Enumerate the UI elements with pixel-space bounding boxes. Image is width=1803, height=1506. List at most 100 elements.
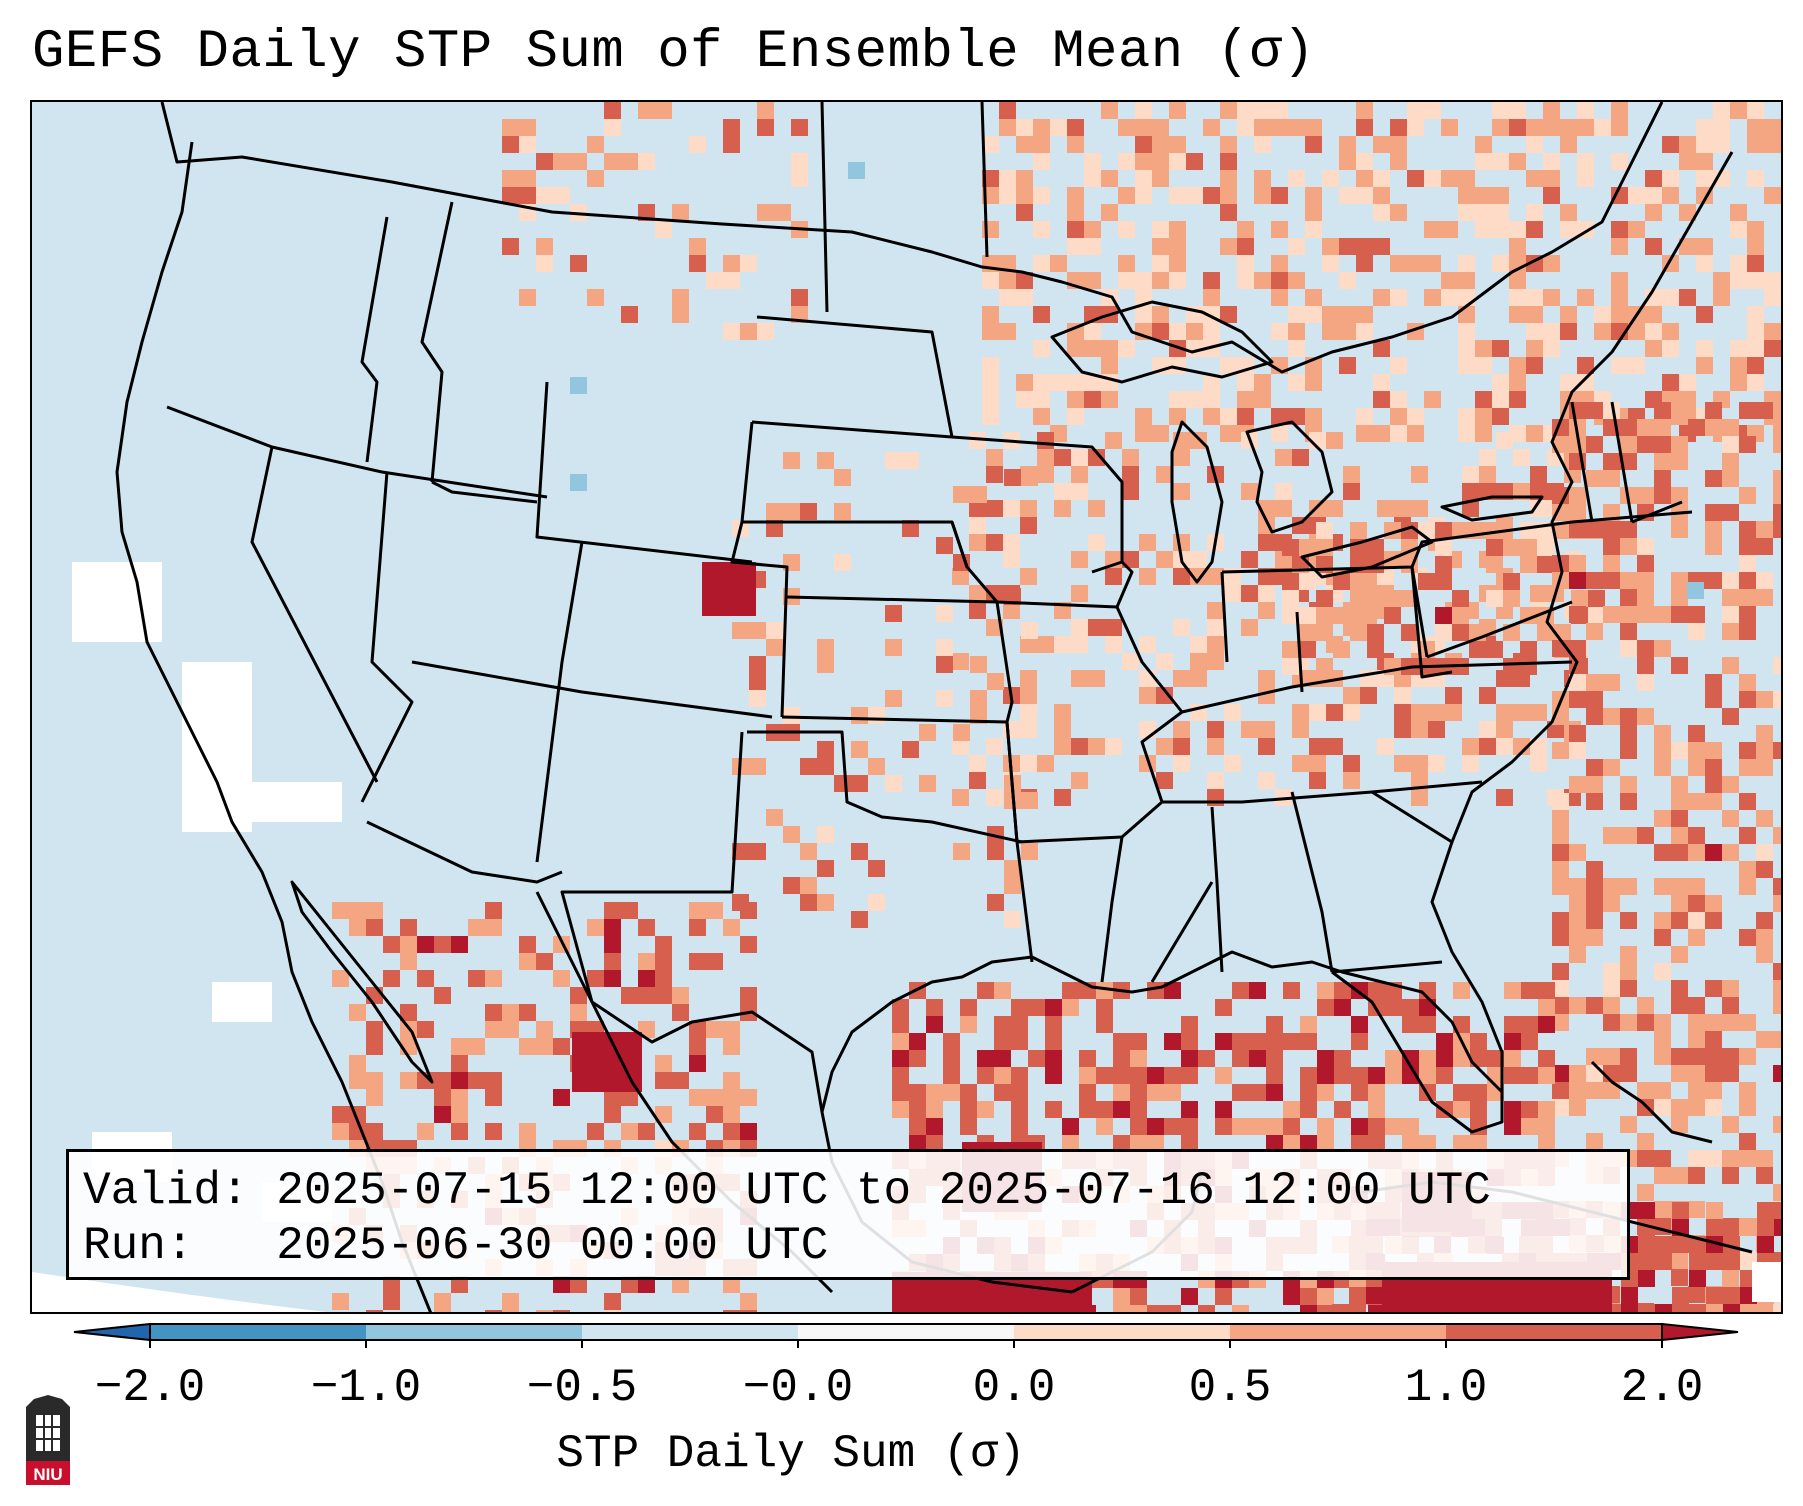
anomaly-cell [1756,1150,1773,1167]
map-panel[interactable] [30,100,1783,1314]
anomaly-cell [817,639,834,656]
anomaly-cell [1275,449,1292,466]
anomaly-cell [982,323,999,340]
anomaly-cell [1520,641,1537,658]
anomaly-cell [1271,289,1288,306]
anomaly-cell [1254,119,1271,136]
anomaly-cell [1135,306,1152,323]
anomaly-cell [1654,1082,1671,1099]
anomaly-cell [570,153,587,170]
anomaly-cell [1339,306,1356,323]
anomaly-cell [1705,742,1722,759]
anomaly-cell [1317,982,1334,999]
anomaly-cell [1084,323,1101,340]
anomaly-cell [1739,402,1756,419]
anomaly-cell [1419,1135,1436,1152]
anomaly-cell [1122,449,1139,466]
anomaly-cell [1215,999,1232,1016]
anomaly-cell [587,289,604,306]
anomaly-cell [1101,102,1118,119]
anomaly-cell [1603,606,1620,623]
anomaly-cell [1671,1167,1688,1184]
anomaly-cell [1173,755,1190,772]
anomaly-cell [1688,844,1705,861]
anomaly-cell [1509,238,1526,255]
anomaly-cell [783,826,800,843]
anomaly-cell [1774,1219,1781,1236]
anomaly-cell [1696,306,1713,323]
anomaly-cell [1373,289,1390,306]
anomaly-cell [994,1067,1011,1084]
anomaly-cell [366,1038,383,1055]
anomaly-cell [1356,306,1373,323]
anomaly-cell [1300,1288,1317,1305]
anomaly-cell [1356,187,1373,204]
anomaly-cell [926,999,943,1016]
anomaly-cell [519,187,536,204]
anomaly-cell [960,1101,977,1118]
anomaly-cell [1326,500,1343,517]
anomaly-cell [1604,1304,1621,1312]
anomaly-cell [1011,1067,1028,1084]
anomaly-cell [1169,391,1186,408]
anomaly-cell [1020,704,1037,721]
anomaly-cell [1011,999,1028,1016]
anomaly-cell [1620,827,1637,844]
colorbar-extend-low [73,1322,151,1342]
anomaly-cell [1122,653,1139,670]
anomaly-cell [1050,119,1067,136]
anomaly-cell [953,486,970,503]
anomaly-cell [1215,1067,1232,1084]
anomaly-cell [400,936,417,953]
florida [1331,970,1504,1134]
anomaly-cell [969,602,986,619]
anomaly-cell [1458,340,1475,357]
anomaly-cell [1739,555,1756,572]
anomaly-cell [1722,1167,1739,1184]
anomaly-cell [1747,238,1764,255]
anomaly-cell [1654,1031,1671,1048]
anomaly-cell [1637,1014,1654,1031]
anomaly-cell [1603,997,1620,1014]
anomaly-cell [1496,738,1513,755]
anomaly-cell [1390,204,1407,221]
anomaly-cell [1637,436,1654,453]
anomaly-cell [766,809,783,826]
anomaly-cell [1045,1016,1062,1033]
anomaly-cell [834,775,851,792]
anomaly-cell [1428,721,1445,738]
anomaly-cell [1113,1288,1130,1305]
anomaly-cell [1326,704,1343,721]
anomaly-cell [1521,982,1538,999]
anomaly-cell [1292,704,1309,721]
anomaly-cell [1254,102,1271,119]
anomaly-cell [1288,323,1305,340]
anomaly-cell [349,1004,366,1021]
lake-ontario [1440,495,1544,522]
anomaly-cell [1135,425,1152,442]
anomaly-cell [1105,619,1122,636]
anomaly-cell [1021,469,1038,486]
anomaly-cell [1773,980,1781,997]
anomaly-cell [1679,136,1696,153]
anomaly-cell [1271,323,1288,340]
anomaly-cell [1577,374,1594,391]
anomaly-cell [1118,340,1135,357]
anomaly-cell [1486,556,1503,573]
anomaly-cell [1603,504,1620,521]
anomaly-cell [1368,1101,1385,1118]
anomaly-cell [1705,1014,1722,1031]
anomaly-cell [1271,119,1288,136]
anomaly-cell [1300,1101,1317,1118]
anomaly-cell [1492,408,1509,425]
anomaly-cell [1367,539,1384,556]
anomaly-cell [570,1004,587,1021]
anomaly-cell [1282,641,1299,658]
colorbar-bin-7 [1446,1324,1662,1340]
baja-california [290,880,434,1084]
anomaly-cell [1773,1065,1781,1082]
anomaly-cell [1688,725,1705,742]
anomaly-cell [1509,391,1526,408]
anomaly-cell [1722,1150,1739,1167]
anomaly-cell [1654,1014,1671,1031]
